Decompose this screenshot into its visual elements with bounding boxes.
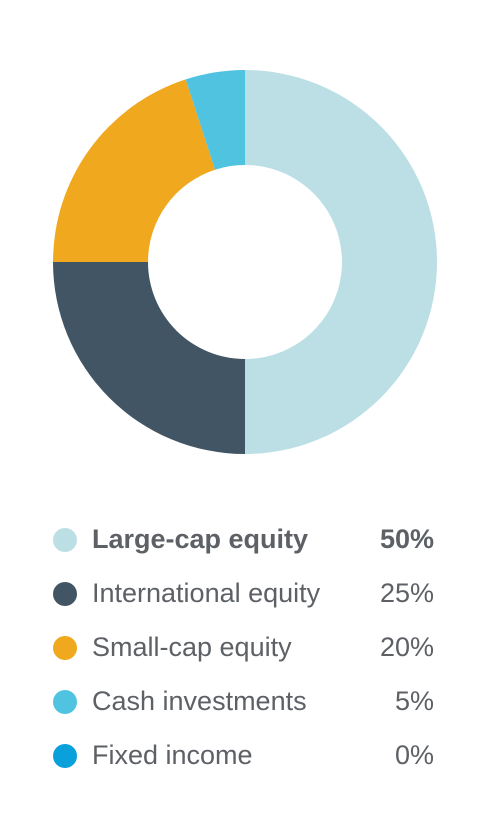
legend-swatch xyxy=(53,528,77,552)
slice xyxy=(53,79,216,262)
value-label: 0% xyxy=(395,740,434,770)
value-label: 50% xyxy=(380,524,434,554)
slice xyxy=(53,262,245,454)
slice xyxy=(245,70,437,454)
legend-label: Large-cap equity xyxy=(92,524,308,554)
value-label: 20% xyxy=(380,632,434,662)
legend-label: Small-cap equity xyxy=(92,632,292,662)
legend-label: International equity xyxy=(92,578,321,608)
legend-label: Fixed income xyxy=(92,740,253,770)
legend-label: Cash investments xyxy=(92,686,307,716)
value-label: 5% xyxy=(395,686,434,716)
legend-swatch xyxy=(53,582,77,606)
slice xyxy=(185,70,245,170)
legend-swatch xyxy=(53,744,77,768)
value-label: 25% xyxy=(380,578,434,608)
legend-swatch xyxy=(53,690,77,714)
legend-swatch xyxy=(53,636,77,660)
